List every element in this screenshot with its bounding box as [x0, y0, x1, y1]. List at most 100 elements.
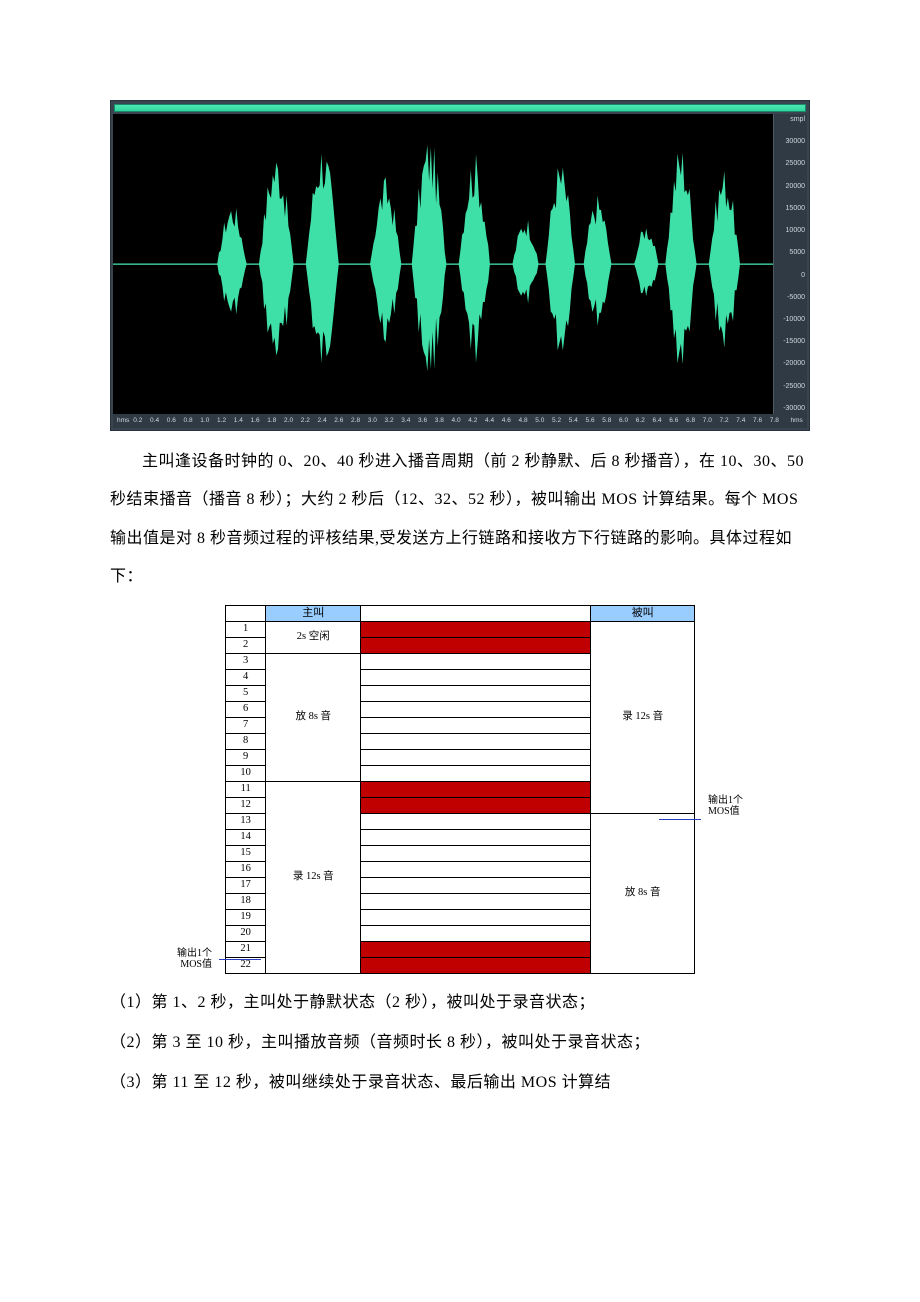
waveform-frame: smpl300002500020000150001000050000-5000-… — [110, 100, 810, 431]
timing-diagram: 主叫被叫12s 空闲录 12s 音23放 8s 音4567891011录 12s… — [225, 605, 695, 974]
waveform-titlebar — [114, 104, 806, 112]
cell-gap-empty — [361, 605, 591, 621]
paragraph-main: 主叫逢设备时钟的 0、20、40 秒进入播音周期（前 2 秒静默、后 8 秒播音… — [110, 443, 810, 597]
yaxis-tick: 30000 — [774, 138, 807, 145]
xaxis-tick: 0.4 — [150, 414, 167, 428]
xaxis-tick: 2.4 — [318, 414, 335, 428]
cell-idx: 12 — [226, 797, 266, 813]
xaxis-tick: 5.8 — [602, 414, 619, 428]
cell-gap-empty — [361, 765, 591, 781]
xaxis-tick: 3.0 — [368, 414, 385, 428]
cell-callee-hdr-callee: 被叫 — [591, 605, 695, 621]
yaxis-tick: -25000 — [774, 383, 807, 390]
xaxis-tick: 6.8 — [686, 414, 703, 428]
xaxis-tick: 2.6 — [334, 414, 351, 428]
arrow-left — [219, 959, 261, 960]
waveform-burst — [512, 220, 538, 303]
yaxis-label: smpl — [774, 116, 807, 123]
waveform-burst — [665, 153, 696, 365]
xaxis-tick: 2.2 — [301, 414, 318, 428]
list-item-1: （1）第 1、2 秒，主叫处于静默状态（2 秒），被叫处于录音状态； — [110, 984, 810, 1022]
cell-idx: 6 — [226, 701, 266, 717]
arrow-right — [659, 819, 701, 820]
cell-gap-red — [361, 941, 591, 957]
waveform-burst — [459, 154, 490, 363]
cell-idx: 20 — [226, 925, 266, 941]
yaxis-tick: 10000 — [774, 227, 807, 234]
xaxis-tick: 1.8 — [267, 414, 284, 428]
cell-caller: 放 8s 音 — [266, 653, 361, 781]
cell-gap-empty — [361, 749, 591, 765]
cell-idx: 21 — [226, 941, 266, 957]
waveform-figure: smpl300002500020000150001000050000-5000-… — [110, 100, 810, 431]
cell-callee: 录 12s 音 — [591, 621, 695, 813]
xaxis-label-left: hms — [117, 414, 133, 428]
waveform-burst — [545, 168, 575, 351]
xaxis-tick: 3.6 — [418, 414, 435, 428]
yaxis-tick: 0 — [774, 272, 807, 279]
xaxis-tick: 3.4 — [401, 414, 418, 428]
cell-idx: 16 — [226, 861, 266, 877]
xaxis-tick: 3.8 — [435, 414, 452, 428]
yaxis-tick: 15000 — [774, 205, 807, 212]
xaxis-tick: 5.6 — [586, 414, 603, 428]
xaxis-tick: 6.0 — [619, 414, 636, 428]
waveform-burst — [306, 154, 339, 363]
yaxis-tick: -15000 — [774, 338, 807, 345]
cell-gap-red — [361, 957, 591, 973]
xaxis-tick: 1.4 — [234, 414, 251, 428]
note-output-right: 输出1个MOS值 — [708, 795, 743, 817]
waveform-canvas — [113, 114, 773, 414]
cell-idx: 5 — [226, 685, 266, 701]
cell-idx: 17 — [226, 877, 266, 893]
yaxis-tick: -5000 — [774, 294, 807, 301]
xaxis-tick: 4.4 — [485, 414, 502, 428]
xaxis-tick: 3.2 — [385, 414, 402, 428]
waveform-burst — [370, 177, 401, 342]
waveform-svg — [113, 114, 773, 414]
note-output-left: 输出1个MOS值 — [177, 948, 212, 970]
cell-idx: 14 — [226, 829, 266, 845]
xaxis-tick: 0.6 — [167, 414, 184, 428]
waveform-yaxis: smpl300002500020000150001000050000-5000-… — [773, 114, 807, 414]
xaxis-tick: 5.4 — [569, 414, 586, 428]
waveform-plot: smpl300002500020000150001000050000-5000-… — [113, 114, 807, 414]
xaxis-tick: 7.2 — [720, 414, 737, 428]
xaxis-tick: 2.0 — [284, 414, 301, 428]
cell-caller-hdr-caller: 主叫 — [266, 605, 361, 621]
cell-gap-empty — [361, 829, 591, 845]
xaxis-tick: 0.2 — [133, 414, 150, 428]
cell-idx: 1 — [226, 621, 266, 637]
xaxis-tick: 6.4 — [653, 414, 670, 428]
cell-caller: 2s 空闲 — [266, 621, 361, 653]
cell-idx: 8 — [226, 733, 266, 749]
xaxis-tick: 7.4 — [736, 414, 753, 428]
cell-gap-empty — [361, 669, 591, 685]
xaxis-tick: 1.6 — [251, 414, 268, 428]
cell-gap-empty — [361, 925, 591, 941]
cell-gap-empty — [361, 653, 591, 669]
cell-gap-red — [361, 797, 591, 813]
cell-gap-red — [361, 781, 591, 797]
xaxis-tick: 5.2 — [552, 414, 569, 428]
cell-gap-red — [361, 621, 591, 637]
cell-idx: 13 — [226, 813, 266, 829]
xaxis-tick: 0.8 — [184, 414, 201, 428]
xaxis-tick: 7.8 — [770, 414, 787, 428]
xaxis-tick: 4.8 — [519, 414, 536, 428]
cell-idx: 2 — [226, 637, 266, 653]
cell-idx: 7 — [226, 717, 266, 733]
xaxis-tick: 6.2 — [636, 414, 653, 428]
list-item-3: （3）第 11 至 12 秒，被叫继续处于录音状态、最后输出 MOS 计算结 — [110, 1064, 810, 1102]
xaxis-tick: 4.0 — [452, 414, 469, 428]
cell-gap-empty — [361, 701, 591, 717]
yaxis-tick: -20000 — [774, 360, 807, 367]
cell-idx: 9 — [226, 749, 266, 765]
timing-table: 主叫被叫12s 空闲录 12s 音23放 8s 音4567891011录 12s… — [225, 605, 695, 974]
waveform-burst — [634, 228, 658, 296]
yaxis-tick: -30000 — [774, 405, 807, 412]
waveform-burst — [412, 145, 447, 371]
cell-idx: 19 — [226, 909, 266, 925]
xaxis-label-right: hms — [787, 414, 803, 428]
yaxis-tick: 20000 — [774, 183, 807, 190]
